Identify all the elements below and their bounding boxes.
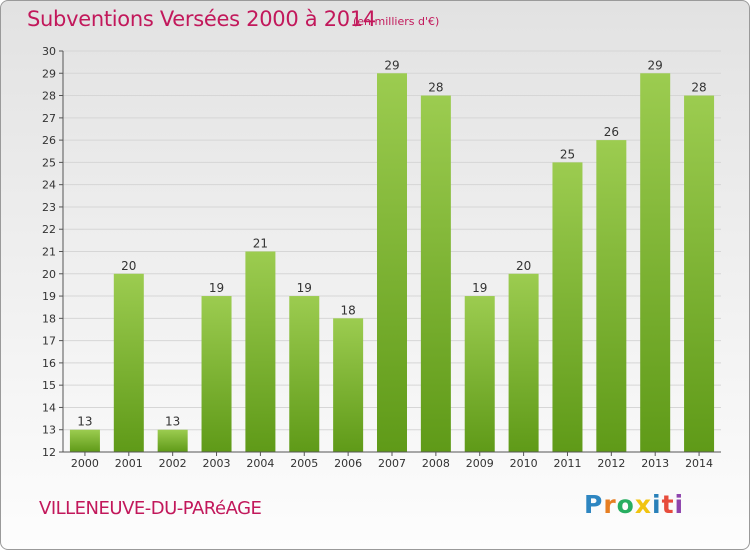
bar xyxy=(508,273,539,452)
logo-letter: i xyxy=(674,490,685,519)
y-tick-label: 22 xyxy=(42,223,56,236)
bar xyxy=(113,273,144,452)
logo-letter: t xyxy=(661,490,675,519)
y-tick-label: 13 xyxy=(42,424,56,437)
bar xyxy=(377,73,407,453)
bar xyxy=(69,429,100,452)
x-tick-label: 2001 xyxy=(115,457,143,470)
x-tick-label: 2011 xyxy=(553,457,581,470)
x-tick-label: 2008 xyxy=(422,457,450,470)
bar-value-label: 20 xyxy=(121,259,136,273)
y-tick-label: 26 xyxy=(42,134,56,147)
x-tick-label: 2002 xyxy=(159,457,187,470)
y-tick-label: 28 xyxy=(42,90,56,103)
bar xyxy=(596,140,627,452)
y-tick-label: 30 xyxy=(42,45,56,58)
bar-value-label: 29 xyxy=(648,58,663,72)
bar xyxy=(420,95,451,453)
chart-title: Subventions Versées 2000 à 2014 xyxy=(27,7,376,31)
x-tick-label: 2007 xyxy=(378,457,406,470)
y-tick-label: 14 xyxy=(42,401,56,414)
bar-value-label: 13 xyxy=(165,415,180,429)
x-tick-label: 2000 xyxy=(71,457,99,470)
bar-value-label: 19 xyxy=(472,281,487,295)
bar-value-label: 13 xyxy=(77,415,92,429)
y-tick-label: 18 xyxy=(42,312,56,325)
logo-letter: x xyxy=(634,490,652,519)
y-tick-label: 29 xyxy=(42,67,56,80)
y-tick-label: 16 xyxy=(42,357,56,370)
x-tick-label: 2004 xyxy=(246,457,274,470)
logo-letter: P xyxy=(584,490,604,519)
bar xyxy=(333,318,364,452)
bar-value-label: 26 xyxy=(604,125,619,139)
y-tick-label: 19 xyxy=(42,290,56,303)
place-name: VILLENEUVE-DU-PARéAGE xyxy=(39,498,262,519)
bar-value-label: 19 xyxy=(297,281,312,295)
logo-letter: i xyxy=(652,490,662,519)
bar-value-label: 25 xyxy=(560,147,575,161)
x-tick-label: 2005 xyxy=(290,457,318,470)
y-tick-label: 23 xyxy=(42,201,56,214)
bar xyxy=(684,95,715,453)
bar-value-label: 21 xyxy=(253,237,268,251)
x-tick-label: 2014 xyxy=(685,457,713,470)
bar xyxy=(640,73,671,453)
bar-value-label: 28 xyxy=(428,81,443,95)
bar-value-label: 20 xyxy=(516,259,531,273)
bar-value-label: 28 xyxy=(691,81,706,95)
x-tick-label: 2013 xyxy=(641,457,669,470)
y-tick-label: 24 xyxy=(42,179,56,192)
bar xyxy=(464,296,495,452)
bar-value-label: 19 xyxy=(209,281,224,295)
x-tick-label: 2006 xyxy=(334,457,362,470)
x-tick-label: 2012 xyxy=(597,457,625,470)
bar xyxy=(201,296,232,452)
y-tick-label: 27 xyxy=(42,112,56,125)
proxiti-logo[interactable]: Proxiti xyxy=(584,490,684,519)
chart-subtitle: (en milliers d'€) xyxy=(353,15,440,28)
logo-letter: o xyxy=(616,490,635,519)
y-tick-label: 20 xyxy=(42,268,56,281)
y-tick-label: 21 xyxy=(42,246,56,259)
bar xyxy=(552,162,583,452)
x-tick-label: 2009 xyxy=(466,457,494,470)
bar xyxy=(245,251,276,452)
y-tick-label: 15 xyxy=(42,379,56,392)
logo-letter: r xyxy=(603,490,617,519)
bar-value-label: 18 xyxy=(340,303,355,317)
x-tick-label: 2010 xyxy=(510,457,538,470)
bar xyxy=(157,429,188,452)
bar xyxy=(289,296,320,452)
x-tick-label: 2003 xyxy=(203,457,231,470)
y-tick-label: 17 xyxy=(42,335,56,348)
y-tick-label: 12 xyxy=(42,446,56,459)
y-tick-label: 25 xyxy=(42,156,56,169)
bar-value-label: 29 xyxy=(384,58,399,72)
